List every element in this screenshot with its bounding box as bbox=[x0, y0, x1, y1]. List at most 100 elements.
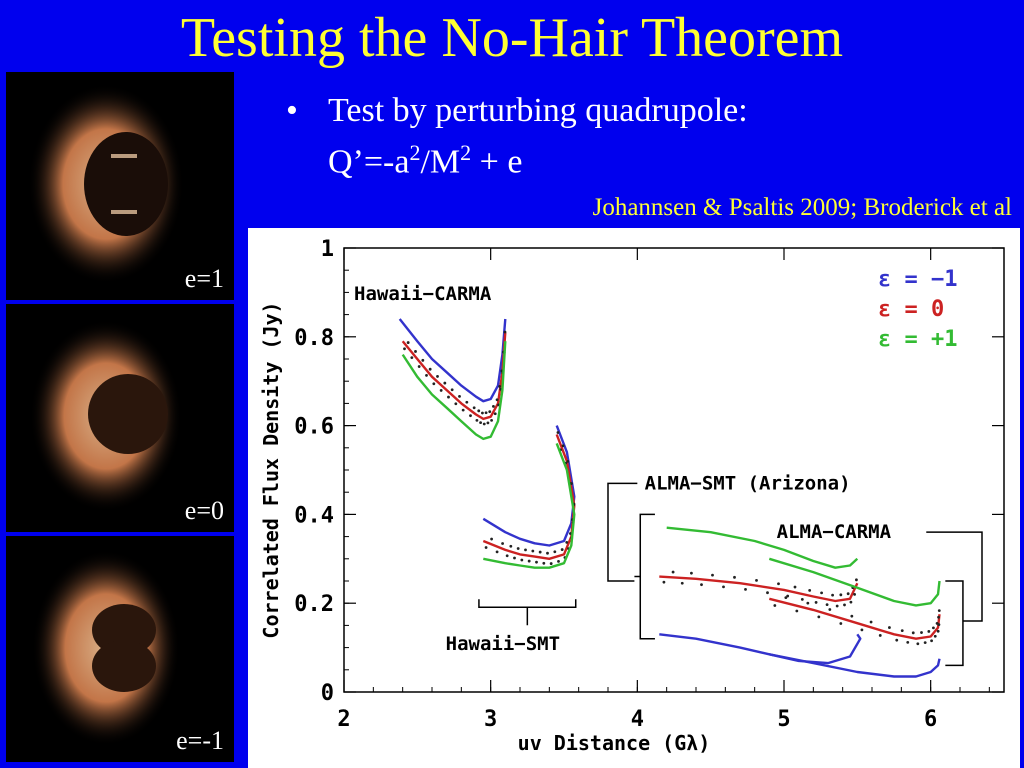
data-point bbox=[906, 640, 910, 644]
data-point bbox=[486, 421, 490, 425]
data-point bbox=[498, 385, 502, 388]
data-point bbox=[786, 594, 790, 598]
data-point bbox=[773, 604, 777, 607]
data-point bbox=[501, 542, 504, 545]
data-point bbox=[806, 601, 810, 605]
data-point bbox=[937, 615, 940, 619]
data-point bbox=[479, 421, 482, 425]
data-point bbox=[817, 615, 821, 619]
data-point bbox=[428, 367, 432, 371]
bullet-marker: • bbox=[286, 92, 298, 129]
flux-chart-panel: 2 3 4 5 6 0 0.2 0.4 0.6 0.8 1 uv Distance (Gλ) Corre… bbox=[248, 228, 1020, 768]
data-point bbox=[465, 400, 469, 404]
data-point bbox=[916, 642, 920, 646]
data-point bbox=[690, 571, 693, 575]
data-point bbox=[825, 603, 829, 607]
data-point bbox=[888, 626, 891, 629]
bracket bbox=[478, 599, 577, 626]
data-point bbox=[492, 404, 495, 408]
x-tick-label: 2 bbox=[337, 707, 350, 732]
legend-entry: ε = 0 bbox=[878, 297, 944, 322]
data-point bbox=[869, 620, 873, 624]
data-point bbox=[493, 412, 497, 416]
data-point bbox=[490, 418, 493, 422]
data-point bbox=[808, 588, 812, 592]
x-tick-label: 4 bbox=[631, 707, 644, 732]
flux-density-chart: 2 3 4 5 6 0 0.2 0.4 0.6 0.8 1 uv Distance (Gλ) Corre… bbox=[259, 237, 1005, 755]
x-tick-label: 6 bbox=[924, 707, 937, 732]
data-point bbox=[454, 402, 458, 406]
formula-superscript: 2 bbox=[409, 140, 421, 165]
data-point bbox=[850, 614, 854, 618]
annotation-label: ALMA−SMT (Arizona) bbox=[645, 472, 851, 494]
data-point bbox=[542, 561, 546, 565]
data-point bbox=[800, 597, 804, 601]
data-point bbox=[403, 347, 406, 351]
data-point bbox=[488, 410, 492, 414]
data-point bbox=[793, 585, 797, 589]
data-point bbox=[425, 374, 428, 377]
series-line bbox=[659, 575, 859, 603]
y-axis-label: Correlated Flux Density (Jy) bbox=[259, 301, 283, 638]
data-point bbox=[535, 560, 538, 564]
data-point bbox=[733, 575, 736, 579]
data-point bbox=[932, 626, 935, 630]
data-point bbox=[505, 554, 509, 558]
data-point bbox=[520, 558, 524, 562]
data-point bbox=[490, 537, 493, 541]
x-tick-label: 3 bbox=[484, 707, 497, 732]
data-point bbox=[447, 395, 450, 399]
data-point bbox=[700, 583, 703, 587]
legend-entry: ε = +1 bbox=[878, 327, 957, 352]
y-tick-label: 0 bbox=[321, 681, 334, 706]
data-point bbox=[439, 389, 443, 392]
data-point bbox=[662, 580, 666, 584]
formula-part: Q’=-a bbox=[328, 143, 410, 181]
data-point bbox=[855, 578, 858, 582]
formula-part: /M bbox=[420, 143, 461, 181]
data-point bbox=[469, 414, 472, 418]
data-point bbox=[549, 562, 553, 565]
data-point bbox=[860, 628, 864, 632]
annotation-label: ALMA−CARMA bbox=[777, 521, 892, 543]
legend-entry: ε = −1 bbox=[878, 267, 957, 292]
thumbnail-e-minus1: e=-1 bbox=[6, 536, 234, 762]
data-point bbox=[472, 406, 476, 410]
data-point bbox=[569, 532, 572, 535]
data-point bbox=[878, 634, 882, 637]
data-point bbox=[777, 582, 780, 586]
formula-part: + e bbox=[471, 143, 523, 181]
data-point bbox=[828, 608, 832, 611]
data-point bbox=[450, 388, 454, 392]
data-point bbox=[795, 609, 799, 613]
data-point bbox=[503, 330, 507, 334]
series-line bbox=[768, 557, 941, 607]
data-point bbox=[900, 629, 904, 633]
data-point bbox=[482, 422, 486, 426]
data-point bbox=[920, 631, 923, 634]
thumbnail-label: e=0 bbox=[184, 496, 224, 525]
data-point bbox=[930, 639, 933, 643]
data-point bbox=[531, 549, 535, 553]
data-point bbox=[553, 550, 557, 554]
series-line bbox=[769, 597, 941, 640]
y-tick-label: 0.2 bbox=[294, 592, 334, 617]
data-point bbox=[421, 358, 425, 362]
data-point bbox=[766, 591, 769, 595]
data-point bbox=[436, 375, 439, 378]
data-point bbox=[527, 559, 531, 563]
data-point bbox=[839, 593, 843, 597]
series-line bbox=[401, 332, 507, 421]
bracket bbox=[926, 531, 983, 667]
thumbnail-label: e=-1 bbox=[176, 726, 224, 755]
y-tick-label: 0.4 bbox=[294, 503, 334, 528]
data-point bbox=[538, 550, 542, 554]
thumbnail-e-0: e=0 bbox=[6, 304, 234, 532]
data-point bbox=[417, 365, 421, 368]
y-tick-label: 0.6 bbox=[294, 415, 334, 440]
data-point bbox=[495, 398, 499, 402]
data-point bbox=[843, 603, 846, 607]
data-point bbox=[561, 444, 565, 448]
data-point bbox=[461, 408, 465, 412]
y-tick-label: 0.8 bbox=[294, 326, 334, 351]
